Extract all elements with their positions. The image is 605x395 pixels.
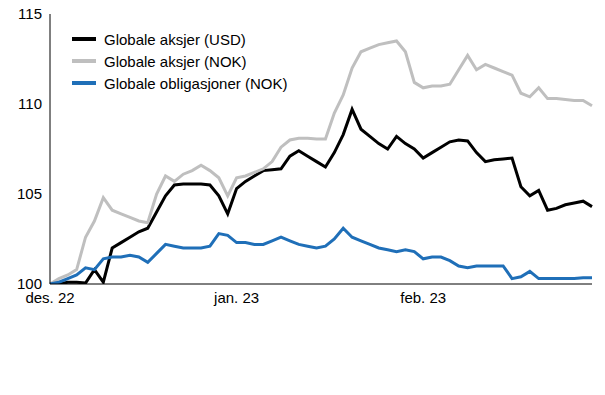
html-text:Globale aksjer (NOK): Globale aksjer (NOK)	[104, 52, 247, 70]
svg-text:110: 110	[18, 95, 42, 112]
svg-text:des. 22: des. 22	[25, 288, 75, 306]
svg-text:feb. 23: feb. 23	[400, 289, 446, 306]
svg-text:jan. 23: jan. 23	[213, 289, 259, 306]
html-text:Globale aksjer (USD): Globale aksjer (USD)	[104, 30, 246, 48]
html-text:Globale obligasjoner (NOK): Globale obligasjoner (NOK)	[104, 74, 288, 92]
svg-text:100: 100	[17, 275, 42, 292]
svg-text:105: 105	[17, 185, 42, 202]
svg-text:115: 115	[18, 5, 42, 22]
